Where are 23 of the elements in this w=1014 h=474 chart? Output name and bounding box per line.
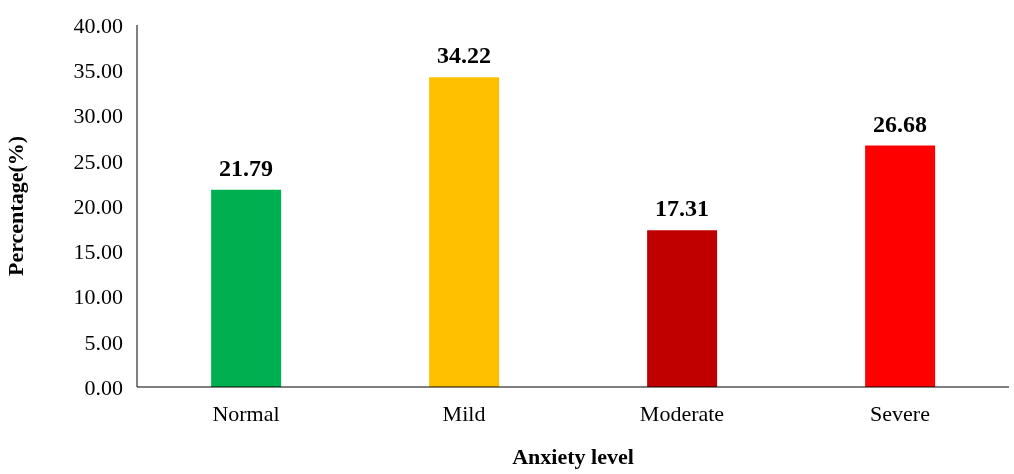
y-tick-label: 15.00 xyxy=(73,239,123,265)
data-label: 21.79 xyxy=(219,154,274,181)
bar xyxy=(211,189,282,387)
x-tick-label: Moderate xyxy=(639,400,725,426)
y-tick-label: 20.00 xyxy=(73,193,123,219)
y-tick-label: 25.00 xyxy=(73,148,123,174)
y-tick-label: 10.00 xyxy=(73,284,123,310)
data-label: 17.31 xyxy=(655,195,710,222)
y-tick-label: 0.00 xyxy=(84,374,123,400)
x-tick-label: Normal xyxy=(212,400,280,426)
x-tick-label: Mild xyxy=(442,400,486,426)
y-tick-label: 40.00 xyxy=(73,12,123,38)
bar xyxy=(647,230,718,387)
y-tick-label: 35.00 xyxy=(73,58,123,84)
bar xyxy=(429,77,500,387)
bar xyxy=(865,145,936,387)
data-label: 26.68 xyxy=(873,110,928,137)
y-axis-title: Percentage(%) xyxy=(2,135,28,277)
data-label: 34.22 xyxy=(437,42,492,69)
x-axis-title: Anxiety level xyxy=(512,444,634,469)
x-tick-label: Severe xyxy=(870,400,930,426)
y-tick-label: 30.00 xyxy=(73,103,123,129)
y-tick-label: 5.00 xyxy=(84,329,123,355)
